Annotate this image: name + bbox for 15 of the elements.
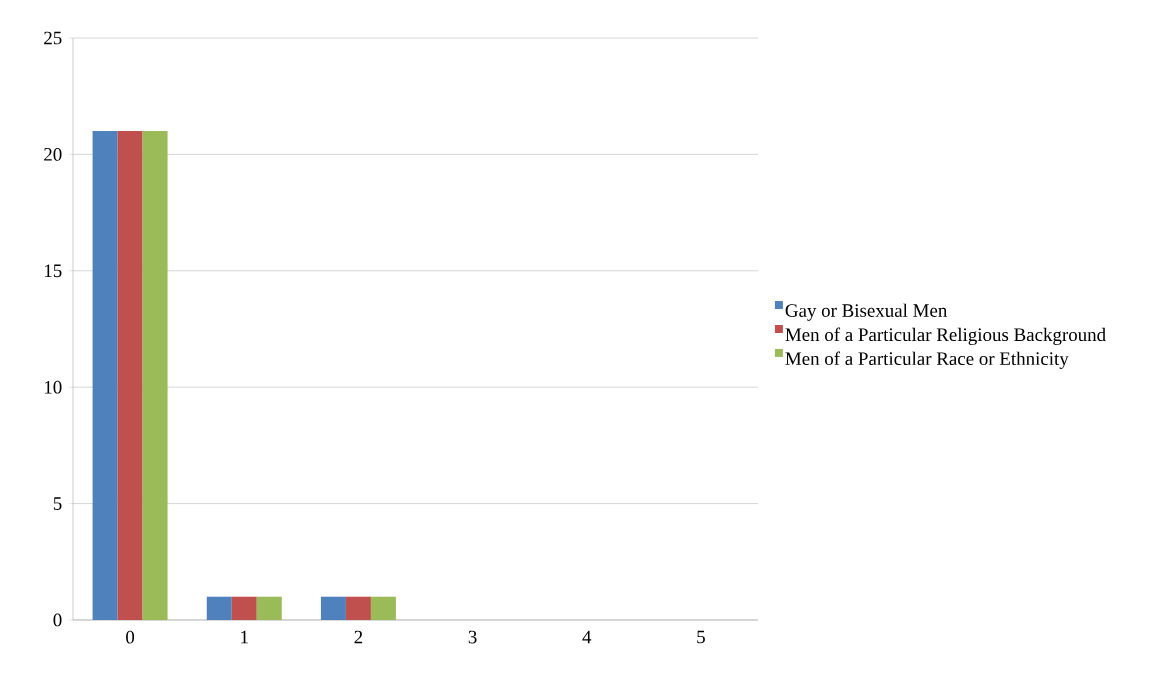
y-tick-label: 15 [44, 264, 62, 278]
x-tick-label: 5 [697, 630, 705, 644]
x-tick-label: 1 [241, 630, 248, 644]
legend-label: Gay or Bisexual Men [785, 303, 948, 321]
x-tick-label: 2 [354, 630, 363, 644]
y-tick-label: 5 [53, 497, 62, 510]
x-tick-label: 4 [582, 630, 592, 644]
y-tick-label: 20 [44, 148, 62, 161]
y-tick-label: 0 [53, 613, 62, 627]
x-tick-label: 0 [126, 630, 135, 644]
legend-label: Men of a Particular Religious Background [785, 327, 1106, 345]
x-tick-label: 3 [468, 630, 477, 644]
y-tick-label: 25 [44, 31, 62, 45]
legend-label: Men of a Particular Race or Ethnicity [785, 351, 1069, 369]
y-tick-label: 10 [44, 380, 62, 394]
